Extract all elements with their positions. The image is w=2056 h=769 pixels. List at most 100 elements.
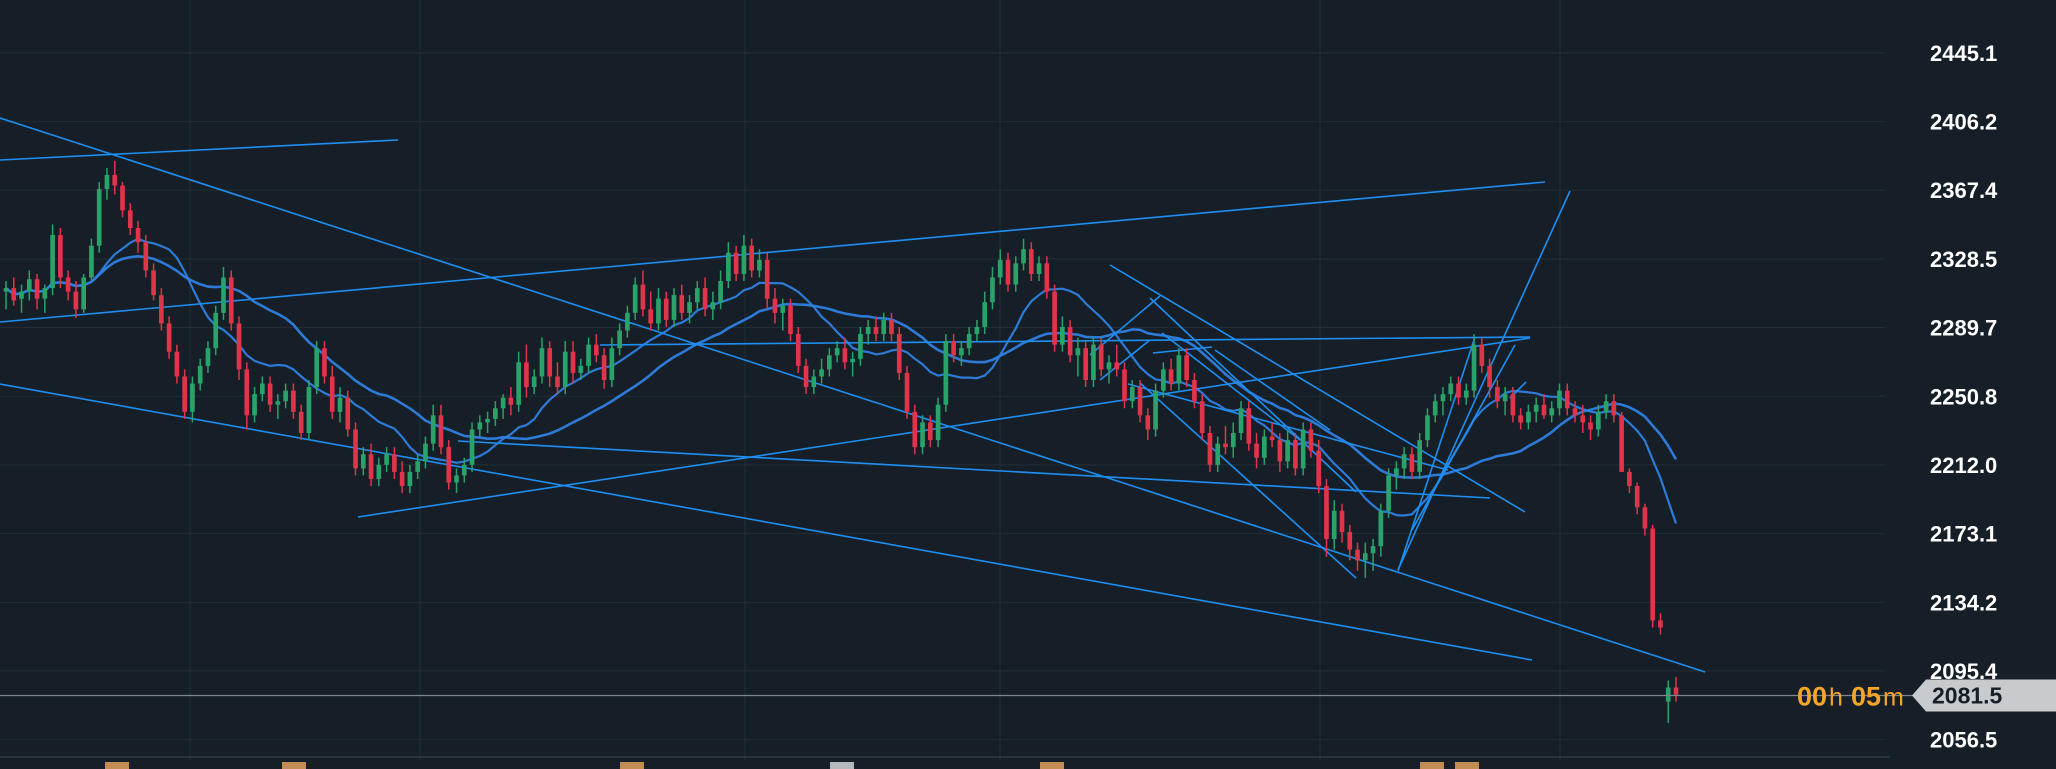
candle-147[interactable]	[1145, 408, 1151, 441]
candle-144[interactable]	[1122, 362, 1127, 409]
candle-47[interactable]	[368, 443, 374, 487]
candle-126[interactable]	[982, 291, 988, 335]
candle-46[interactable]	[360, 447, 366, 476]
candle-169[interactable]	[1316, 440, 1322, 494]
candle-178[interactable]	[1386, 468, 1391, 518]
candle-127[interactable]	[990, 266, 995, 310]
candle-209[interactable]	[1627, 468, 1632, 494]
candle-171[interactable]	[1331, 500, 1337, 550]
candle-68[interactable]	[531, 369, 537, 395]
candle-158[interactable]	[1230, 422, 1236, 458]
candle-191[interactable]	[1487, 358, 1492, 398]
candle-162[interactable]	[1261, 429, 1267, 465]
candle-100[interactable]	[780, 298, 786, 331]
candle-1[interactable]	[11, 277, 17, 306]
candle-83[interactable]	[648, 291, 654, 331]
candle-39[interactable]	[306, 380, 312, 441]
candle-7[interactable]	[58, 228, 63, 289]
candle-62[interactable]	[485, 411, 490, 434]
candle-202[interactable]	[1572, 401, 1578, 423]
candle-117[interactable]	[912, 404, 918, 455]
candle-21[interactable]	[166, 316, 172, 359]
candle-24[interactable]	[190, 376, 195, 423]
candle-112[interactable]	[873, 316, 879, 342]
candle-175[interactable]	[1362, 542, 1368, 578]
candle-33[interactable]	[259, 376, 265, 402]
candle-73[interactable]	[570, 341, 576, 384]
candle-81[interactable]	[632, 277, 638, 320]
candle-149[interactable]	[1161, 362, 1166, 398]
candle-12[interactable]	[96, 182, 102, 253]
candle-4[interactable]	[34, 273, 40, 310]
candle-8[interactable]	[65, 270, 71, 301]
candle-148[interactable]	[1153, 383, 1158, 437]
candle-152[interactable]	[1184, 348, 1189, 388]
trendline-16[interactable]	[1397, 190, 1571, 571]
candle-16[interactable]	[127, 203, 133, 236]
candle-44[interactable]	[345, 390, 351, 437]
candle-36[interactable]	[283, 383, 288, 409]
trendline-11[interactable]	[1152, 346, 1213, 354]
candle-181[interactable]	[1409, 447, 1415, 479]
candle-104[interactable]	[811, 369, 817, 395]
candle-214[interactable]	[1665, 680, 1671, 723]
candle-58[interactable]	[454, 468, 459, 494]
candle-182[interactable]	[1417, 433, 1423, 479]
candle-77[interactable]	[601, 348, 607, 389]
candle-157[interactable]	[1223, 425, 1228, 455]
candle-119[interactable]	[927, 415, 933, 448]
candle-17[interactable]	[135, 220, 141, 253]
candle-124[interactable]	[966, 326, 972, 356]
candle-121[interactable]	[943, 334, 949, 412]
candle-20[interactable]	[159, 288, 164, 331]
candle-168[interactable]	[1308, 422, 1314, 458]
candle-102[interactable]	[795, 326, 801, 373]
candle-30[interactable]	[236, 316, 242, 380]
price-axis[interactable]: 2445.1 2406.2 2367.4 2328.5 2289.7 2250.8 2212…	[1930, 41, 1998, 753]
candle-155[interactable]	[1207, 425, 1213, 472]
candle-78[interactable]	[609, 337, 615, 388]
candle-139[interactable]	[1083, 341, 1089, 388]
candle-82[interactable]	[640, 270, 646, 317]
candle-42[interactable]	[329, 365, 335, 419]
candle-205[interactable]	[1595, 404, 1601, 437]
candle-189[interactable]	[1471, 334, 1477, 398]
candle-88[interactable]	[687, 295, 692, 324]
candle-206[interactable]	[1603, 394, 1609, 419]
candle-37[interactable]	[291, 383, 296, 419]
candle-131[interactable]	[1021, 238, 1026, 271]
candle-166[interactable]	[1293, 433, 1298, 476]
candle-53[interactable]	[415, 454, 421, 479]
candle-38[interactable]	[298, 404, 304, 441]
candle-50[interactable]	[392, 447, 397, 479]
trendline-6[interactable]	[599, 336, 1531, 346]
candle-103[interactable]	[803, 358, 809, 395]
trendline-5[interactable]	[457, 440, 1491, 499]
candle-51[interactable]	[399, 461, 405, 494]
candle-183[interactable]	[1425, 408, 1430, 448]
candle-150[interactable]	[1168, 358, 1174, 391]
candle-31[interactable]	[244, 362, 250, 430]
candle-92[interactable]	[718, 270, 723, 310]
candle-layer[interactable]	[3, 160, 1679, 723]
candle-173[interactable]	[1347, 524, 1353, 561]
candle-140[interactable]	[1091, 337, 1096, 388]
candle-101[interactable]	[788, 298, 793, 342]
candle-146[interactable]	[1137, 380, 1143, 423]
candle-15[interactable]	[120, 182, 125, 218]
candle-129[interactable]	[1005, 252, 1011, 292]
candle-154[interactable]	[1199, 394, 1205, 441]
candle-71[interactable]	[555, 362, 560, 395]
candle-114[interactable]	[889, 312, 894, 342]
candle-96[interactable]	[749, 238, 755, 278]
candle-29[interactable]	[228, 270, 234, 331]
candle-59[interactable]	[461, 457, 467, 483]
candle-14[interactable]	[112, 160, 118, 195]
candle-113[interactable]	[881, 312, 887, 342]
candle-177[interactable]	[1378, 503, 1384, 557]
candle-213[interactable]	[1658, 613, 1663, 635]
trendline-13[interactable]	[1214, 349, 1331, 431]
candle-49[interactable]	[384, 447, 389, 472]
trendline-14[interactable]	[1397, 336, 1476, 572]
